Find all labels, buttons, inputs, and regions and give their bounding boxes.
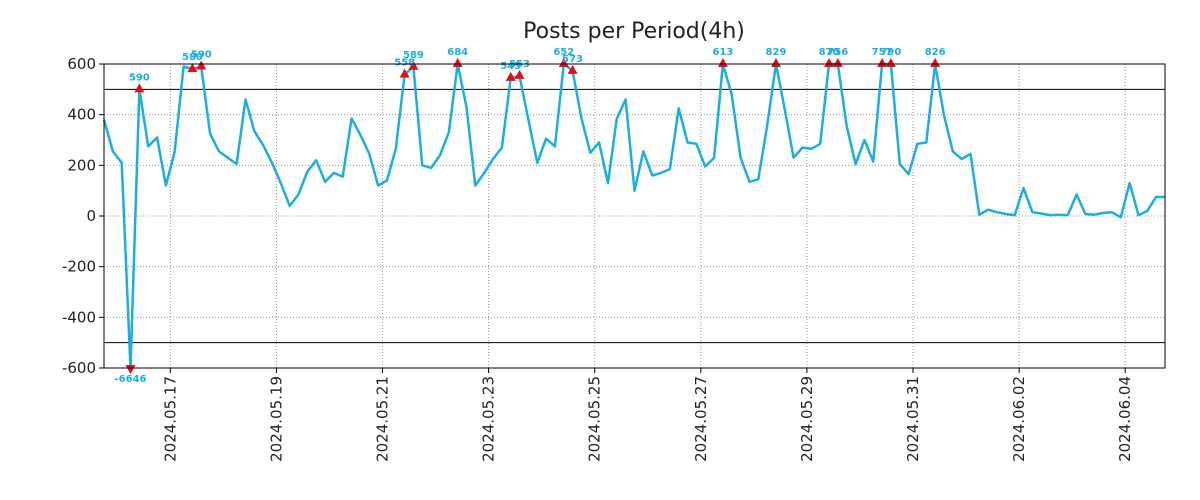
- clip-lines: [104, 88, 1165, 344]
- y-tick-label: -600: [62, 359, 96, 377]
- peak-marker: [505, 71, 516, 81]
- peak-label: 826: [925, 47, 946, 58]
- y-tick-label: -400: [62, 308, 96, 326]
- x-tick-label: 2024.06.04: [1116, 376, 1134, 462]
- y-tick-label: -200: [62, 258, 96, 276]
- peak-label: 590: [129, 72, 150, 83]
- peak-label: 573: [562, 54, 583, 65]
- peak-marker: [134, 83, 145, 93]
- peak-marker: [885, 58, 896, 67]
- series-layer: [102, 62, 1165, 370]
- y-tick-label: 0: [86, 207, 96, 225]
- peak-label: 756: [827, 47, 848, 58]
- x-tick-label: 2024.05.27: [692, 376, 710, 462]
- x-axis: 2024.05.17 2024.05.19 2024.05.21 2024.05.23…: [161, 368, 1134, 462]
- x-tick-label: 2024.05.29: [798, 376, 816, 462]
- trough-marker: [125, 365, 136, 374]
- x-tick-label: 2024.05.17: [161, 376, 179, 462]
- peak-marker: [717, 58, 728, 67]
- grid: [104, 64, 1165, 368]
- x-tick-label: 2024.05.21: [374, 376, 392, 462]
- peak-label: 613: [712, 47, 733, 58]
- series-line: [102, 62, 1165, 370]
- peak-marker: [567, 64, 578, 74]
- peak-label: 757: [872, 47, 893, 58]
- peak-label: 558: [394, 58, 415, 69]
- peak-marker: [408, 60, 419, 70]
- peak-label: 590: [191, 50, 212, 61]
- peak-label: 684: [447, 47, 468, 58]
- peak-label: 790: [880, 47, 901, 58]
- peak-marker: [187, 63, 198, 73]
- peak-label: 580: [182, 52, 203, 63]
- x-tick-label: 2024.05.31: [904, 376, 922, 462]
- peak-marker: [930, 58, 941, 67]
- peak-marker: [452, 58, 463, 67]
- peak-marker: [399, 68, 410, 78]
- peak-label: 652: [553, 47, 574, 58]
- peak-marker: [196, 60, 207, 70]
- peak-marker: [824, 58, 835, 67]
- y-axis: 600 400 200 0 -200 -400 -600: [62, 55, 104, 377]
- peak-label: 829: [766, 47, 787, 58]
- x-tick-label: 2024.06.02: [1010, 376, 1028, 462]
- peak-marker: [832, 58, 843, 67]
- x-tick-label: 2024.05.25: [586, 376, 604, 462]
- peak-marker: [514, 69, 525, 79]
- peak-marker: [877, 58, 888, 67]
- x-tick-label: 2024.05.19: [267, 376, 285, 462]
- markers: [125, 58, 941, 374]
- x-tick-label: 2024.05.23: [480, 376, 498, 462]
- chart-title: Posts per Period(4h): [523, 19, 745, 44]
- peak-marker: [558, 58, 569, 67]
- y-tick-label: 200: [67, 156, 96, 174]
- y-tick-label: 600: [67, 55, 96, 73]
- peak-label: 870: [819, 47, 840, 58]
- peak-label: 589: [403, 50, 424, 61]
- peak-marker: [770, 58, 781, 67]
- y-tick-label: 400: [67, 106, 96, 124]
- trough-label: -6646: [115, 374, 147, 385]
- peak-label: 545: [500, 61, 521, 72]
